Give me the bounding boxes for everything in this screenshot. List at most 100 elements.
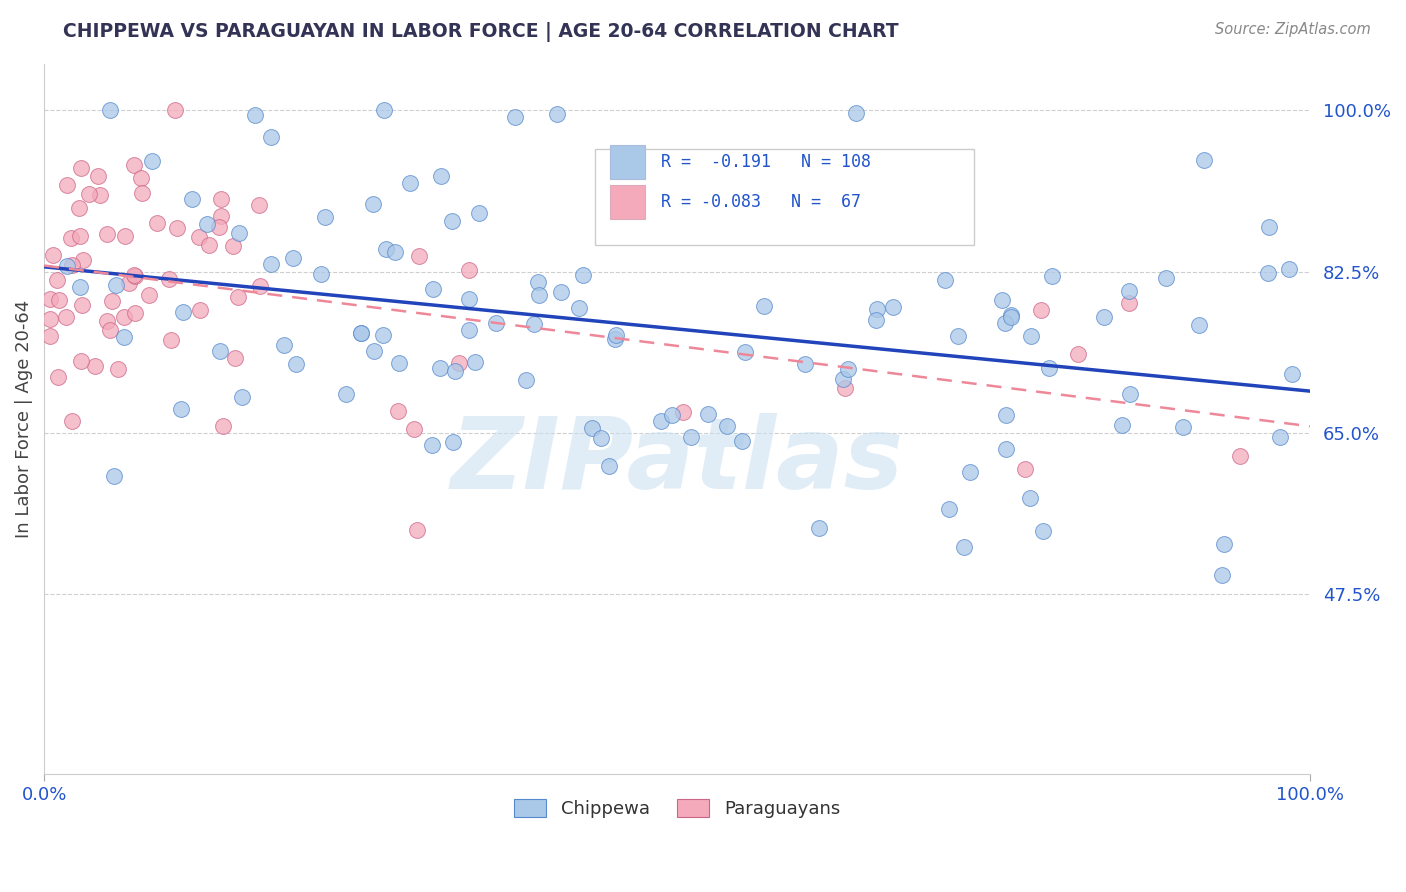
Point (696, 407, 718, 421)
Point (208, 220, 231, 235)
Point (55, 310, 77, 324)
Point (284, 357, 307, 371)
Point (131, 186, 153, 201)
Point (122, 268, 145, 282)
Point (335, 387, 357, 401)
Point (224, 351, 246, 366)
Point (550, 285, 572, 299)
Point (373, 327, 395, 342)
Point (801, 224, 824, 238)
Point (124, 158, 146, 172)
Point (845, 105, 868, 120)
Point (83, 359, 105, 373)
Point (56, 178, 79, 193)
Point (373, 103, 395, 118)
Point (529, 287, 551, 301)
Point (603, 332, 626, 346)
Point (67, 201, 90, 215)
Point (523, 317, 546, 331)
Point (42, 248, 65, 262)
Point (87, 169, 110, 183)
Point (866, 301, 889, 316)
Point (166, 221, 188, 235)
Point (314, 211, 336, 225)
Point (934, 273, 956, 287)
Point (1094, 310, 1116, 325)
Point (794, 358, 817, 372)
Point (422, 282, 444, 296)
Point (995, 408, 1018, 422)
Point (212, 418, 235, 433)
Point (247, 197, 270, 211)
Point (399, 177, 422, 191)
Point (350, 326, 373, 341)
Point (661, 409, 683, 423)
Point (172, 305, 194, 319)
Point (384, 245, 406, 260)
Point (752, 299, 775, 313)
Point (1019, 491, 1042, 506)
Point (441, 213, 464, 227)
Point (188, 230, 211, 244)
Point (991, 293, 1014, 307)
Point (98, 323, 121, 337)
Point (56, 259, 79, 273)
Point (591, 431, 613, 445)
Point (1000, 310, 1022, 324)
Point (350, 326, 373, 340)
Point (195, 218, 218, 232)
Point (672, 405, 695, 419)
Point (39, 292, 62, 306)
Point (404, 421, 426, 435)
Point (96, 314, 118, 328)
Point (464, 355, 486, 369)
Point (1119, 387, 1142, 401)
Point (260, 257, 283, 271)
Point (387, 404, 409, 418)
Point (112, 310, 135, 324)
Point (1192, 153, 1215, 167)
Point (734, 345, 756, 359)
Point (1038, 361, 1060, 376)
Point (124, 269, 146, 284)
Point (681, 430, 703, 444)
Point (1211, 568, 1233, 582)
Point (1268, 430, 1291, 444)
Point (882, 300, 904, 314)
Point (107, 361, 129, 376)
Point (716, 419, 738, 434)
Point (363, 343, 385, 358)
Point (1000, 308, 1022, 322)
FancyBboxPatch shape (610, 145, 645, 179)
Point (146, 216, 169, 230)
Point (420, 437, 443, 451)
Point (959, 465, 981, 479)
Point (96, 227, 118, 241)
Legend: Chippewa, Paraguayans: Chippewa, Paraguayans (506, 792, 848, 825)
Point (141, 154, 163, 169)
Point (444, 364, 467, 378)
Point (581, 421, 603, 435)
Text: ZIPatlas: ZIPatlas (450, 413, 904, 510)
Point (1188, 318, 1211, 333)
Text: CHIPPEWA VS PARAGUAYAN IN LABOR FORCE | AGE 20-64 CORRELATION CHART: CHIPPEWA VS PARAGUAYAN IN LABOR FORCE | … (63, 22, 898, 42)
Point (1014, 462, 1036, 476)
Point (994, 442, 1017, 456)
Point (118, 276, 141, 290)
Point (1118, 285, 1140, 299)
Point (39, 311, 62, 326)
Point (1029, 303, 1052, 318)
Point (165, 103, 187, 118)
Point (1257, 266, 1279, 280)
Point (273, 337, 295, 351)
Point (124, 306, 146, 320)
Point (375, 242, 398, 256)
Point (1171, 420, 1194, 434)
Point (98, 103, 121, 118)
Point (406, 523, 429, 537)
Point (946, 329, 969, 343)
Point (1154, 271, 1177, 285)
Point (458, 292, 481, 306)
Point (72, 252, 94, 267)
Point (994, 316, 1017, 330)
